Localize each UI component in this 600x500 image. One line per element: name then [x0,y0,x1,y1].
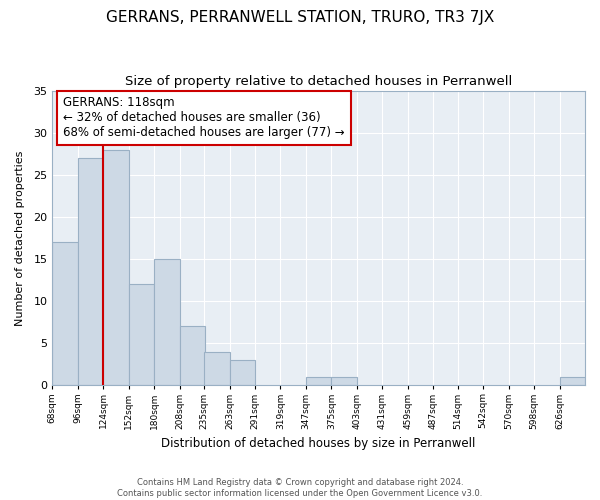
Title: Size of property relative to detached houses in Perranwell: Size of property relative to detached ho… [125,75,512,88]
Bar [78,158,103,386]
Y-axis label: Number of detached properties: Number of detached properties [15,150,25,326]
Bar [306,377,331,386]
Bar [103,150,128,386]
Text: Contains HM Land Registry data © Crown copyright and database right 2024.
Contai: Contains HM Land Registry data © Crown c… [118,478,482,498]
Bar [204,352,230,386]
Bar [331,377,357,386]
Text: GERRANS: 118sqm
← 32% of detached houses are smaller (36)
68% of semi-detached h: GERRANS: 118sqm ← 32% of detached houses… [63,96,344,140]
Bar [560,377,585,386]
Bar [179,326,205,386]
Bar [154,259,179,386]
Bar [128,284,154,386]
X-axis label: Distribution of detached houses by size in Perranwell: Distribution of detached houses by size … [161,437,476,450]
Text: GERRANS, PERRANWELL STATION, TRURO, TR3 7JX: GERRANS, PERRANWELL STATION, TRURO, TR3 … [106,10,494,25]
Bar [52,242,78,386]
Bar [230,360,255,386]
